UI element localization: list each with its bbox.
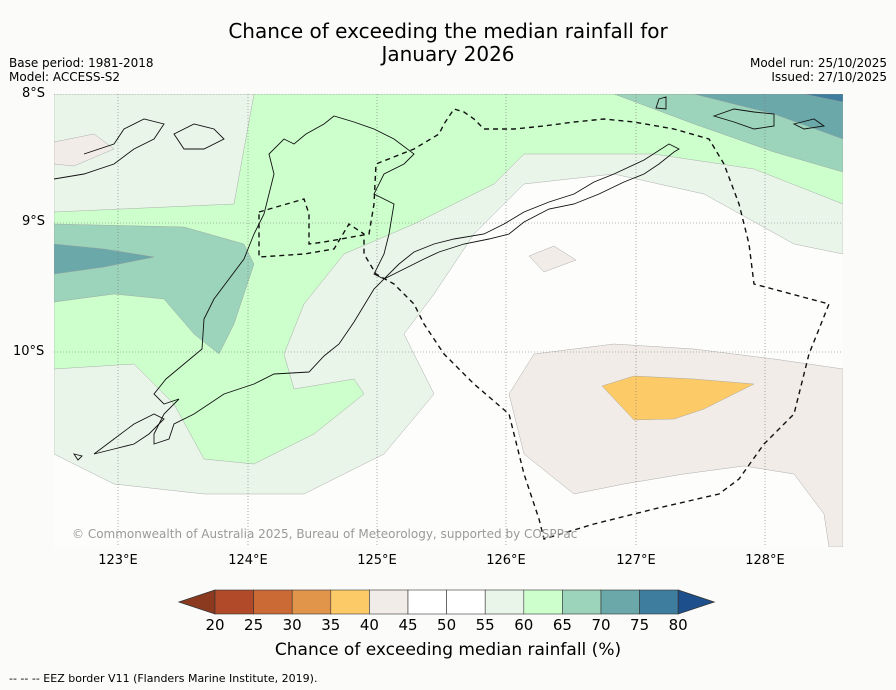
title-line1: Chance of exceeding the median rainfall … <box>228 19 668 43</box>
meta-left: Base period: 1981-2018 Model: ACCESS-S2 <box>9 56 154 84</box>
base-period: Base period: 1981-2018 <box>9 56 154 70</box>
colorbar <box>178 589 716 615</box>
colorbar-tick-label: 70 <box>591 616 611 634</box>
lat-label-8s: 8°S <box>22 86 46 101</box>
meta-right: Model run: 25/10/2025 Issued: 27/10/2025 <box>750 56 887 84</box>
contour-40-45-small <box>528 245 577 273</box>
colorbar-tick-label: 55 <box>475 616 495 634</box>
colorbar-tick-label: 25 <box>244 616 264 634</box>
colorbar-segment <box>407 589 447 615</box>
colorbar-tick-label: 65 <box>552 616 572 634</box>
colorbar-segment <box>291 589 332 615</box>
colorbar-tick-label: 30 <box>282 616 302 634</box>
contour-70-75-west <box>54 243 155 275</box>
contour-40-45-northwest <box>54 133 115 167</box>
title-line2: January 2026 <box>381 42 515 66</box>
contour-70-75-east <box>693 94 843 140</box>
colorbar-tick-label: 40 <box>359 616 379 634</box>
contour-40-45-southeast <box>508 343 843 547</box>
lon-label-125e: 125°E <box>357 553 397 568</box>
colorbar-segment <box>214 589 254 615</box>
eez-footer-note: -- -- -- EEZ border V11 (Flanders Marine… <box>9 672 318 685</box>
colorbar-tick-label: 50 <box>437 616 457 634</box>
issued-date: Issued: 27/10/2025 <box>771 70 887 84</box>
contour-60-65 <box>54 94 843 465</box>
colorbar-segment <box>369 589 409 615</box>
contour-35-40 <box>601 375 755 421</box>
colorbar-segment <box>253 589 293 615</box>
lon-label-124e: 124°E <box>228 553 268 568</box>
colorbar-title: Chance of exceeding median rainfall (%) <box>274 640 622 660</box>
colorbar-segment <box>484 589 525 615</box>
colorbar-segment <box>330 589 370 615</box>
colorbar-tick-label: 80 <box>668 616 688 634</box>
eez-border <box>258 108 830 540</box>
colorbar-segment <box>600 589 640 615</box>
colorbar-tick-label: 45 <box>398 616 418 634</box>
model-run: Model run: 25/10/2025 <box>749 56 887 70</box>
lat-label-9s: 9°S <box>22 214 46 229</box>
coastline-timor <box>153 115 680 445</box>
colorbar-tick-label: 20 <box>205 616 225 634</box>
colorbar-tick-label: 35 <box>321 616 341 634</box>
lon-label-123e: 123°E <box>98 553 138 568</box>
copyright-notice: © Commonwealth of Australia 2025, Bureau… <box>72 527 578 541</box>
colorbar-tick-label: 75 <box>630 616 650 634</box>
colorbar-segment <box>639 589 679 615</box>
model-name: Model: ACCESS-S2 <box>9 70 121 84</box>
lat-label-10s: 10°S <box>13 344 45 359</box>
coastline-islands <box>54 96 826 461</box>
contour-75-80-east <box>803 94 843 103</box>
colorbar-segment <box>446 589 486 615</box>
colorbar-arrow-high <box>677 589 716 615</box>
lon-label-127e: 127°E <box>616 553 656 568</box>
colorbar-segment <box>523 589 563 615</box>
map-area <box>54 94 843 547</box>
map-title: Chance of exceeding the median rainfall … <box>0 20 896 66</box>
lon-label-128e: 128°E <box>745 553 785 568</box>
colorbar-arrow-low <box>178 589 216 615</box>
lon-label-126e: 126°E <box>486 553 526 568</box>
colorbar-segment <box>562 589 602 615</box>
colorbar-tick-label: 60 <box>514 616 534 634</box>
graticule <box>54 94 843 547</box>
